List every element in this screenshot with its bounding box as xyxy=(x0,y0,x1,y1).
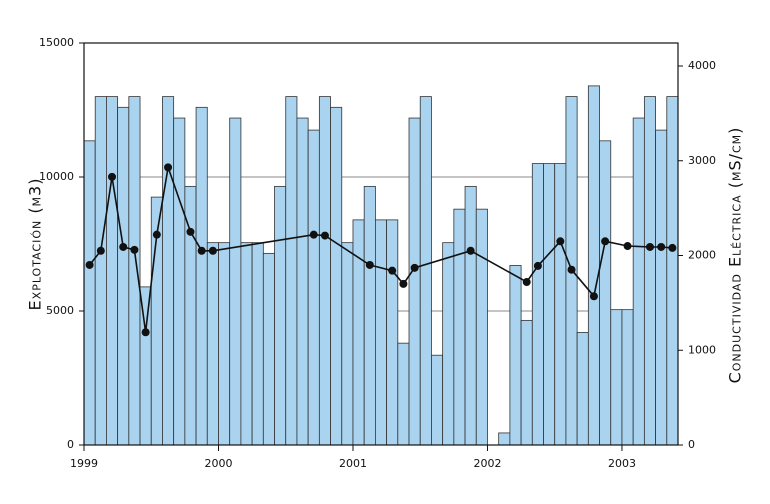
y-tick-label: 15000 xyxy=(39,36,74,49)
bar xyxy=(655,129,668,446)
marker xyxy=(567,265,576,274)
bar xyxy=(643,96,656,446)
x-tick-label: 2001 xyxy=(339,457,367,470)
y-tick-label: 10000 xyxy=(39,170,74,183)
bar xyxy=(117,106,130,446)
bar xyxy=(610,309,623,446)
bar xyxy=(83,140,96,446)
marker xyxy=(399,279,408,288)
marker xyxy=(309,230,318,239)
y2-tick-label: 0 xyxy=(688,438,695,451)
marker xyxy=(119,242,128,251)
bar xyxy=(386,219,399,446)
bar xyxy=(520,319,533,446)
bar xyxy=(419,96,432,446)
marker xyxy=(657,242,666,251)
marker xyxy=(522,278,531,287)
y2-tick-label: 3000 xyxy=(688,154,716,167)
bar xyxy=(341,242,354,446)
y2-axis-title: Conductividad Eléctrica (µS/cm) xyxy=(726,127,745,384)
bar xyxy=(543,163,556,446)
bar xyxy=(330,106,343,446)
marker xyxy=(164,163,173,172)
marker xyxy=(197,246,206,255)
marker xyxy=(410,263,419,272)
marker xyxy=(589,292,598,301)
bar xyxy=(94,96,107,446)
bar xyxy=(408,117,421,446)
bar xyxy=(464,185,477,446)
bar xyxy=(240,242,253,446)
marker xyxy=(365,260,374,269)
marker xyxy=(85,260,94,269)
bar xyxy=(352,219,365,446)
bar xyxy=(106,96,119,446)
y2-tick-label: 4000 xyxy=(688,59,716,72)
bar xyxy=(475,208,488,446)
bar xyxy=(318,96,331,446)
x-tick-label: 2000 xyxy=(204,457,232,470)
bar xyxy=(139,286,152,446)
bar xyxy=(374,219,388,446)
x-tick-label: 2002 xyxy=(473,457,501,470)
bar xyxy=(251,242,264,446)
x-tick-label: 1999 xyxy=(70,457,98,470)
bar xyxy=(296,117,309,446)
marker xyxy=(533,261,542,270)
bar xyxy=(621,309,634,446)
marker xyxy=(152,230,161,239)
marker xyxy=(208,246,217,255)
bar xyxy=(576,332,589,446)
bar xyxy=(307,129,320,446)
x-tick-label: 2003 xyxy=(608,457,636,470)
marker xyxy=(320,231,329,240)
bar xyxy=(173,117,186,446)
marker xyxy=(141,328,150,337)
bar xyxy=(195,106,208,446)
marker xyxy=(186,227,195,236)
bar xyxy=(262,252,275,446)
bar xyxy=(218,242,231,446)
marker xyxy=(623,242,632,251)
bar xyxy=(453,208,466,446)
marker xyxy=(388,266,397,275)
bar xyxy=(397,342,410,446)
bar xyxy=(554,163,567,446)
line xyxy=(88,167,673,333)
marker xyxy=(130,245,139,254)
y2-tick-label: 1000 xyxy=(688,343,716,356)
marker xyxy=(108,172,117,181)
bar xyxy=(599,140,612,446)
bar xyxy=(206,242,219,446)
bar xyxy=(509,265,522,446)
bar xyxy=(632,117,645,446)
bar xyxy=(431,354,444,446)
bar xyxy=(442,242,455,446)
marker xyxy=(556,237,565,246)
bar xyxy=(363,185,376,446)
plot-frame xyxy=(83,42,679,446)
bar xyxy=(274,185,287,446)
y-tick-label: 0 xyxy=(67,438,74,451)
bar xyxy=(128,96,141,446)
y2-tick-label: 2000 xyxy=(688,249,716,262)
y-axis-title: Explotación (m3) xyxy=(26,178,45,311)
marker xyxy=(96,246,105,255)
bar xyxy=(184,185,197,446)
marker xyxy=(645,242,654,251)
bar xyxy=(229,117,242,446)
marker xyxy=(601,237,610,246)
marker xyxy=(668,243,677,252)
bar xyxy=(587,85,600,446)
bar xyxy=(162,96,175,446)
bar xyxy=(531,163,544,446)
marker xyxy=(466,246,475,255)
bar xyxy=(285,96,298,446)
y-tick-label: 5000 xyxy=(46,304,74,317)
bar xyxy=(666,96,679,446)
bar xyxy=(498,432,511,446)
